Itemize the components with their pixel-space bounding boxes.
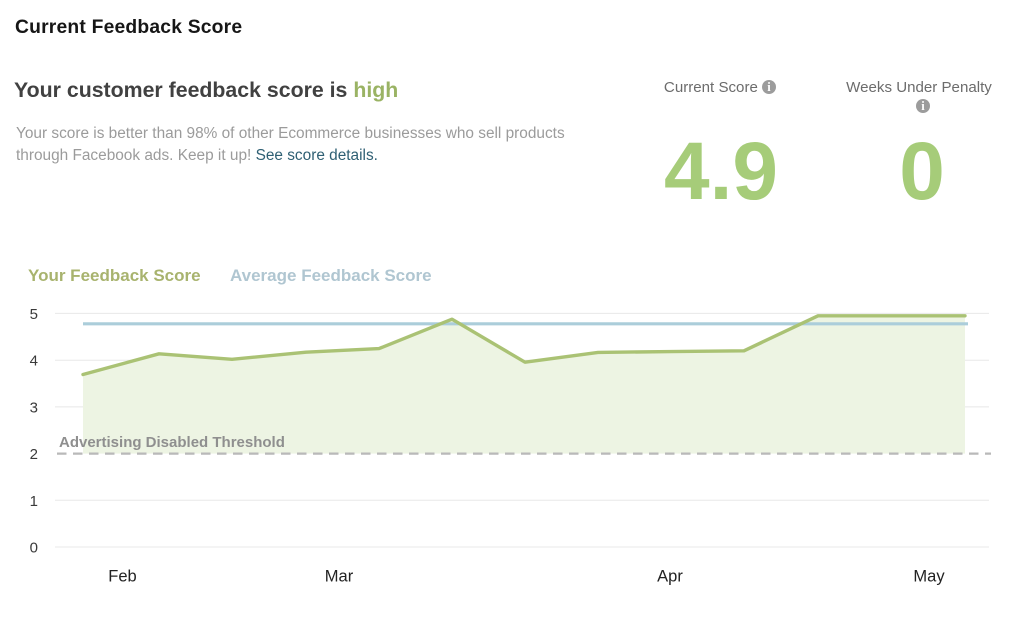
svg-text:5: 5 xyxy=(30,306,38,323)
svg-text:3: 3 xyxy=(30,399,38,416)
svg-text:0: 0 xyxy=(30,540,38,557)
svg-text:i: i xyxy=(767,80,771,94)
svg-text:Advertising Disabled Threshold: Advertising Disabled Threshold xyxy=(59,434,285,451)
svg-text:Apr: Apr xyxy=(657,568,683,586)
svg-text:4: 4 xyxy=(30,353,38,370)
svg-text:Mar: Mar xyxy=(325,568,354,586)
svg-text:2: 2 xyxy=(30,446,38,463)
svg-text:Feb: Feb xyxy=(108,568,136,586)
svg-text:1: 1 xyxy=(30,493,38,510)
svg-text:i: i xyxy=(921,99,925,113)
svg-text:May: May xyxy=(913,568,945,586)
